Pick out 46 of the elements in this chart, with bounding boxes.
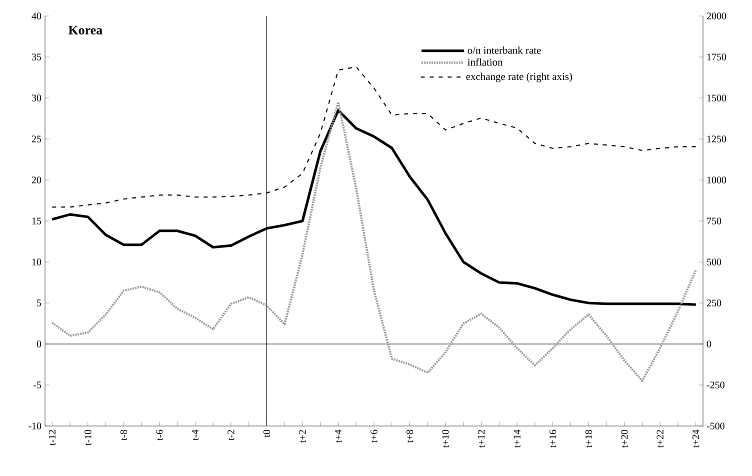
y2-tick-label: 1500 xyxy=(707,94,726,102)
x-tick-label: t+10 xyxy=(442,430,449,448)
y2-tick-label: 1750 xyxy=(707,54,726,60)
y-tick-label: -5 xyxy=(34,382,42,388)
legend-label: inflation xyxy=(468,58,503,66)
y-tick-label: 20 xyxy=(32,176,42,184)
x-tick-label: t-4 xyxy=(192,430,199,440)
y2-tick-label: 1250 xyxy=(707,136,726,142)
x-tick-label: t-12 xyxy=(48,430,56,446)
x-tick-label: t-10 xyxy=(84,430,92,446)
x-tick-label: t+22 xyxy=(656,430,664,448)
x-tick-label: t+20 xyxy=(620,430,628,448)
y2-tick-label: 750 xyxy=(707,218,722,224)
y2-tick-label: -500 xyxy=(706,422,724,430)
x-tick-label: t+18 xyxy=(585,430,592,448)
x-tick-label: t-2 xyxy=(228,430,234,440)
y2-tick-label: 500 xyxy=(707,258,722,266)
y2-tick-label: 0 xyxy=(706,340,712,348)
y-tick-label: 0 xyxy=(36,340,42,348)
y-tick-label: 25 xyxy=(32,136,42,142)
x-tick-label: t+2 xyxy=(299,430,306,443)
x-tick-label: t-8 xyxy=(120,430,128,440)
y-tick-label: 30 xyxy=(32,94,42,102)
legend-label: o/n interbank rate xyxy=(468,46,541,54)
x-tick-label: t+12 xyxy=(478,430,485,448)
y-tick-label: 10 xyxy=(32,258,42,266)
x-tick-label: t+24 xyxy=(692,430,700,448)
y2-tick-label: 250 xyxy=(706,300,722,306)
y-tick-label: 15 xyxy=(32,218,42,224)
line-series xyxy=(51,101,697,382)
y-tick-label: 40 xyxy=(32,12,42,20)
y2-tick-label: 2000 xyxy=(706,12,726,20)
legend-label: exchange rate (right axis) xyxy=(466,72,572,82)
x-tick-label: t+14 xyxy=(514,430,520,448)
y-tick-label: 35 xyxy=(32,54,42,60)
y2-tick-label: -250 xyxy=(706,382,724,388)
x-tick-label: t-6 xyxy=(156,430,163,440)
y2-tick-label: 1000 xyxy=(707,176,726,184)
y-tick-label: -10 xyxy=(28,422,42,430)
y-tick-label: 5 xyxy=(37,300,42,306)
x-tick-label: t+4 xyxy=(334,430,342,443)
x-tick-label: t+16 xyxy=(549,430,556,448)
text: Korea xyxy=(68,26,102,34)
x-tick-label: t0 xyxy=(263,430,270,438)
x-tick-label: t+6 xyxy=(370,430,378,443)
x-tick-label: t+8 xyxy=(406,430,414,443)
